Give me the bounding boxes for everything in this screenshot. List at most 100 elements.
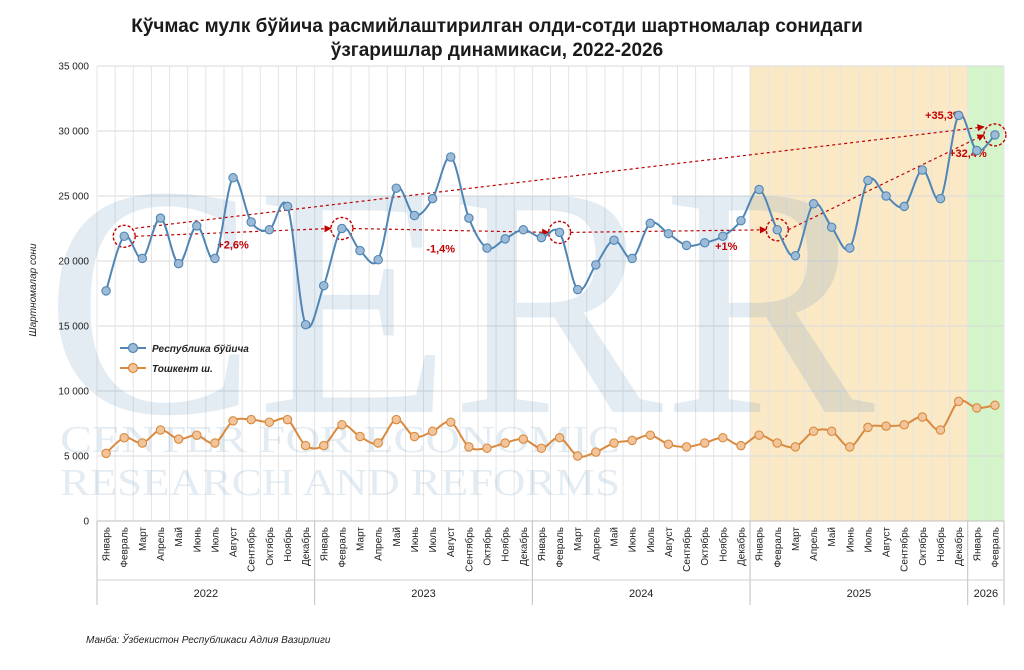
data-point bbox=[845, 442, 855, 452]
y-tick-label: 5 000 bbox=[64, 452, 89, 463]
data-point bbox=[663, 439, 674, 450]
year-label: 2023 bbox=[411, 588, 435, 600]
data-point bbox=[808, 426, 819, 437]
data-point bbox=[972, 403, 982, 413]
data-point bbox=[736, 215, 746, 226]
x-tick-label: Январь bbox=[102, 527, 113, 561]
data-point bbox=[627, 253, 637, 264]
chart-title-line-1: Кўчмас мулк бўйича расмийлаштирилган олд… bbox=[131, 16, 863, 37]
data-point bbox=[772, 225, 782, 235]
x-tick-label: Октябрь bbox=[264, 527, 276, 566]
data-point bbox=[972, 145, 982, 156]
data-point bbox=[192, 430, 202, 440]
x-tick-label: Ноябрь bbox=[500, 527, 512, 562]
data-point bbox=[246, 217, 256, 227]
data-point bbox=[772, 438, 782, 448]
x-tick-label: Июль bbox=[863, 527, 874, 553]
data-point bbox=[863, 175, 873, 186]
data-point bbox=[355, 431, 365, 442]
x-tick-label: Февраль bbox=[555, 527, 566, 568]
data-point bbox=[990, 400, 1000, 411]
x-tick-label: Январь bbox=[972, 527, 983, 561]
legend: Республика бўйича Тошкент ш. bbox=[120, 342, 249, 375]
data-point bbox=[482, 443, 492, 453]
data-point bbox=[445, 417, 456, 427]
data-point bbox=[736, 440, 746, 451]
data-point bbox=[754, 430, 764, 440]
data-point bbox=[663, 228, 674, 239]
x-tick-label: Август bbox=[664, 527, 675, 558]
y-axis: 0 5 000 10 000 15 000 20 000 25 000 30 000 35 0… bbox=[58, 62, 89, 528]
legend-republic-label: Республика бўйича bbox=[152, 343, 249, 355]
data-point bbox=[409, 210, 420, 221]
x-tick-label: Август bbox=[229, 527, 240, 558]
highlight-circle bbox=[983, 123, 1007, 147]
x-tick-label: Сентябрь bbox=[899, 527, 911, 572]
data-point bbox=[609, 235, 619, 245]
x-tick-label: Июль bbox=[646, 527, 657, 553]
data-point bbox=[881, 421, 891, 431]
y-tick-label: 25 000 bbox=[58, 192, 89, 203]
data-point bbox=[826, 222, 837, 232]
data-point bbox=[119, 231, 129, 242]
data-point bbox=[337, 420, 347, 430]
data-point bbox=[881, 191, 891, 201]
annotation-label: +1% bbox=[715, 241, 738, 253]
data-point bbox=[645, 218, 656, 229]
data-point bbox=[264, 225, 275, 235]
data-point bbox=[264, 417, 275, 427]
chart-title-line-2: ўзгаришлар динамикаси, 2022-2026 bbox=[331, 40, 663, 61]
x-tick-label: Октябрь bbox=[482, 527, 494, 566]
data-point bbox=[699, 238, 710, 248]
data-point bbox=[953, 396, 964, 407]
data-point bbox=[845, 243, 855, 253]
data-point bbox=[645, 430, 656, 440]
y-tick-label: 35 000 bbox=[58, 62, 89, 73]
x-tick-label: Ноябрь bbox=[717, 527, 729, 562]
data-point bbox=[282, 201, 293, 212]
data-point bbox=[282, 414, 293, 425]
data-point bbox=[500, 438, 510, 448]
y-tick-label: 30 000 bbox=[58, 127, 89, 138]
data-point bbox=[953, 110, 964, 121]
legend-tashkent-marker bbox=[127, 362, 139, 374]
legend-republic-marker bbox=[127, 342, 139, 354]
data-point bbox=[681, 240, 692, 251]
data-point bbox=[101, 286, 111, 296]
data-point bbox=[137, 438, 148, 448]
y-tick-label: 0 bbox=[83, 517, 89, 528]
x-tick-label: Май bbox=[174, 527, 185, 547]
x-tick-label: Май bbox=[827, 527, 838, 547]
data-point bbox=[681, 442, 692, 452]
x-tick-label: Январь bbox=[319, 527, 330, 561]
data-point bbox=[373, 254, 383, 265]
highlight-circle bbox=[112, 224, 136, 249]
x-tick-label: Март bbox=[791, 527, 802, 551]
data-point bbox=[228, 173, 238, 183]
data-point bbox=[754, 184, 764, 195]
data-point bbox=[808, 199, 819, 209]
watermark-line-2: RESEARCH AND REFORMS bbox=[60, 462, 620, 504]
data-point bbox=[609, 438, 619, 448]
data-point bbox=[137, 253, 148, 264]
data-point bbox=[554, 227, 565, 238]
data-point bbox=[826, 426, 837, 437]
data-point bbox=[155, 213, 166, 223]
x-tick-label: Декабрь bbox=[518, 527, 530, 566]
annotation-label: +2,6% bbox=[217, 239, 249, 251]
x-tick-label: Июнь bbox=[410, 527, 421, 552]
x-tick-label: Январь bbox=[755, 527, 766, 561]
x-tick-label: Март bbox=[573, 527, 584, 551]
data-point bbox=[192, 221, 202, 231]
x-tick-label: Август bbox=[882, 527, 893, 558]
data-point bbox=[318, 440, 329, 451]
x-tick-label: Июль bbox=[210, 527, 221, 553]
annotation-label: +35,3% bbox=[925, 110, 963, 122]
x-tick-label: Ноябрь bbox=[935, 527, 947, 562]
data-point bbox=[627, 435, 637, 446]
data-point bbox=[300, 440, 311, 451]
x-tick-label: Сентябрь bbox=[681, 527, 693, 572]
x-tick-label: Январь bbox=[537, 527, 548, 561]
data-point bbox=[790, 442, 801, 452]
x-tick-label: Декабрь bbox=[953, 527, 965, 566]
